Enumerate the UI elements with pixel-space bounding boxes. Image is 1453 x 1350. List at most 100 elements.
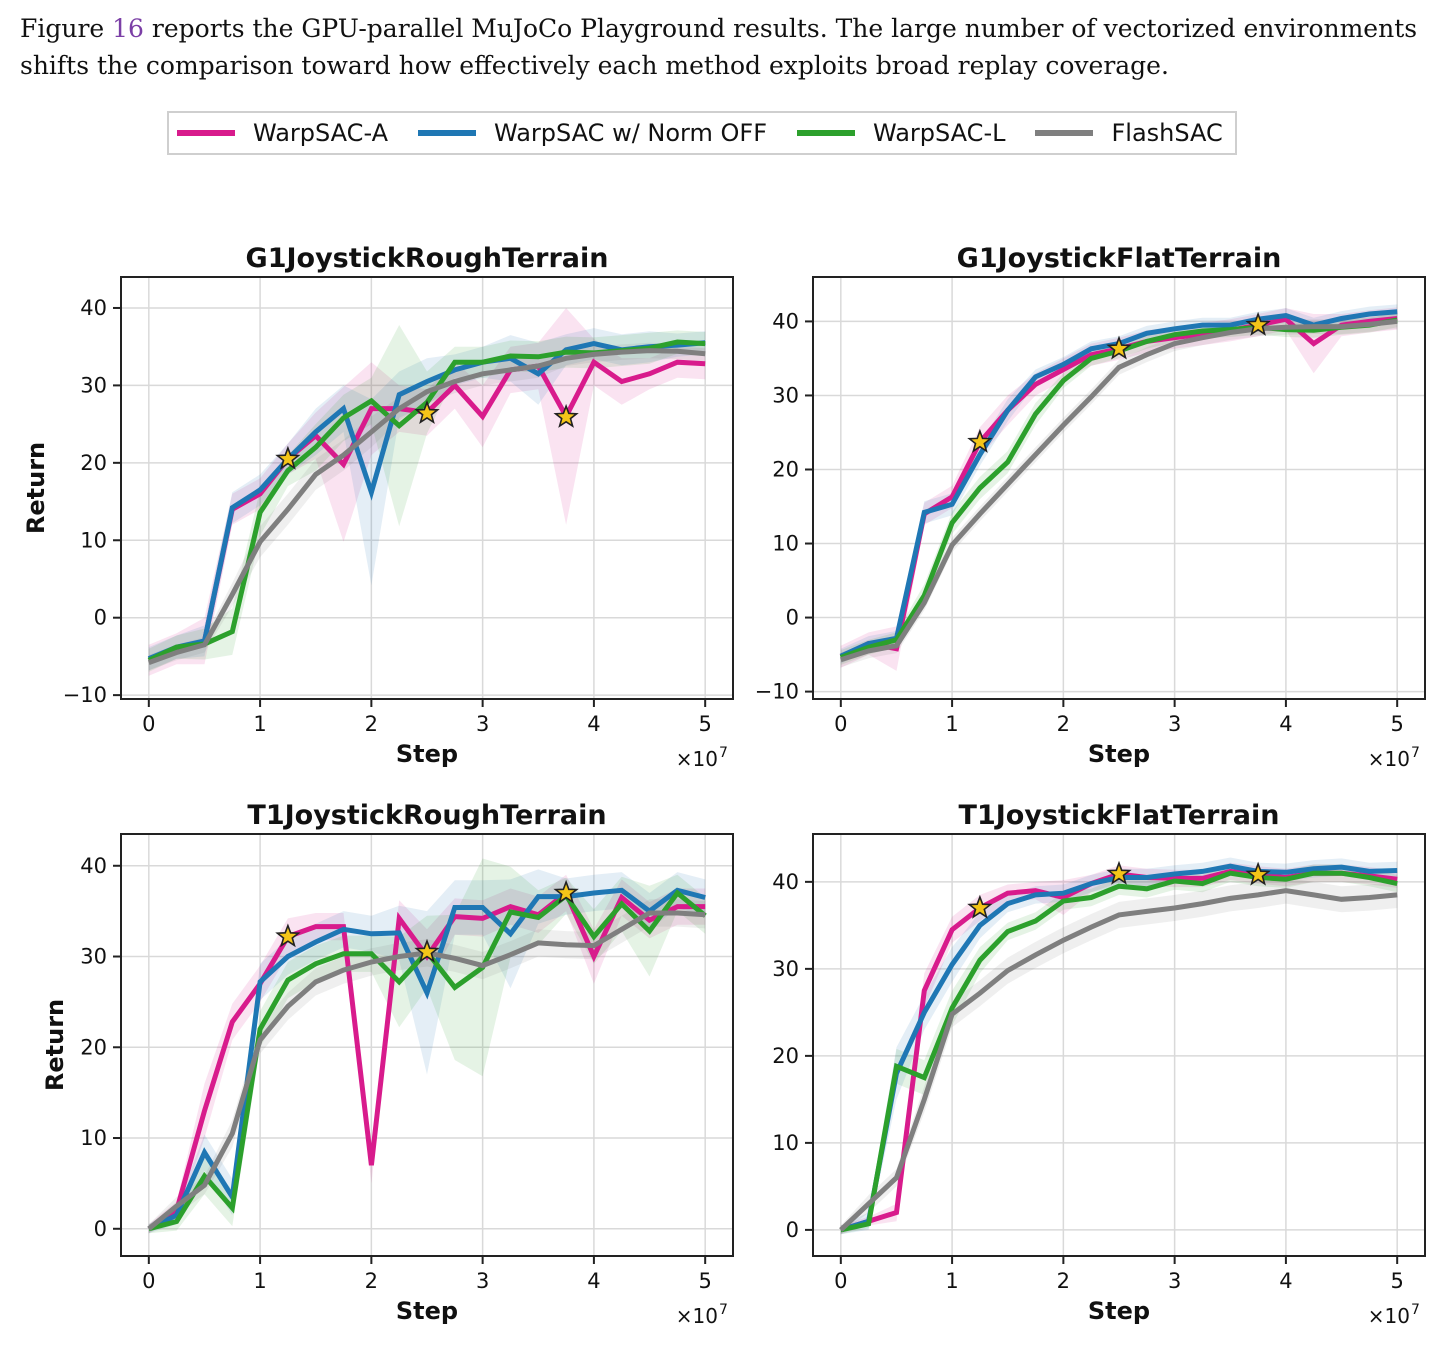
y-tick-label: 40 [80, 854, 107, 878]
chart-panel-t1joystickflatterrain: 0 1 2 3 4 5 0 10 20 30 40 T1JoystickFlatTerrain Step… [772, 800, 1426, 1328]
x-tick-label: 1 [945, 712, 958, 736]
plot-frame [120, 833, 734, 1257]
series-line-flashsac [839, 888, 1398, 1232]
star-marker [414, 399, 440, 425]
y-tick-label: 10 [80, 1126, 107, 1150]
band-warpsac-a [148, 308, 706, 676]
legend-swatch [797, 130, 855, 136]
figure-caption: Figure 16 reports the GPU-parallel MuJoC… [20, 10, 1440, 84]
star-marker [553, 879, 579, 904]
x-tick-label: 3 [1168, 1269, 1181, 1293]
y-tick-label: 10 [772, 532, 799, 556]
plot-frame [120, 276, 734, 700]
x-tick-label: 1 [253, 1269, 266, 1293]
legend-label: FlashSAC [1111, 119, 1223, 147]
y-tick-label: 30 [80, 373, 107, 397]
chart-legend: WarpSAC-A WarpSAC w/ Norm OFF WarpSAC-L … [167, 111, 1237, 155]
x-tick-label: 1 [945, 1269, 958, 1293]
chart-title: G1JoystickFlatTerrain [957, 243, 1282, 274]
y-tick-label: 30 [772, 383, 799, 407]
chart-title: T1JoystickRoughTerrain [247, 800, 606, 831]
x-axis-label: Step [396, 1297, 458, 1325]
x-axis-label: Step [1088, 1297, 1150, 1325]
x-tick-label: 1 [253, 712, 266, 736]
legend-label: WarpSAC w/ Norm OFF [494, 119, 767, 147]
band-warpsac-w-norm-off [148, 869, 706, 1234]
y-tick-label: −10 [755, 680, 799, 704]
x-tick-label: 3 [476, 712, 489, 736]
legend-item-warpsac-a: WarpSAC-A [177, 119, 388, 147]
y-tick-label: 0 [786, 606, 799, 630]
series-line-flashsac [147, 348, 706, 665]
band-flashsac [148, 899, 706, 1234]
caption-before: Figure [20, 14, 113, 43]
series-line-flashsac [840, 318, 1398, 663]
x-axis-label: Step [396, 740, 458, 768]
x-tick-label: 4 [1279, 1269, 1292, 1293]
y-tick-label: 0 [786, 1218, 799, 1242]
x-tick-label: 4 [1279, 712, 1292, 736]
caption-after: reports the GPU-parallel MuJoCo Playgrou… [20, 14, 1418, 80]
star-marker [967, 428, 993, 453]
legend-item-warpsac-norm-off: WarpSAC w/ Norm OFF [418, 119, 767, 147]
x-tick-label: 0 [142, 712, 155, 736]
y-tick-label: 10 [80, 528, 107, 552]
x-tick-label: 0 [834, 712, 847, 736]
x-axis-multiplier: ×10 [1368, 1304, 1410, 1328]
x-tick-label: 0 [834, 1269, 847, 1293]
y-tick-label: 40 [80, 296, 107, 320]
x-tick-label: 0 [142, 1269, 155, 1293]
y-tick-label: 40 [772, 870, 799, 894]
y-tick-label: 20 [80, 1035, 107, 1059]
x-tick-label: 2 [365, 712, 378, 736]
y-tick-label: 0 [94, 606, 107, 630]
x-axis-multiplier: ×10 [676, 747, 718, 771]
figure-reference-link[interactable]: 16 [112, 14, 144, 43]
plot-frame [812, 833, 1426, 1257]
y-tick-label: 40 [772, 309, 799, 333]
plot-frame [812, 276, 1426, 700]
y-tick-label: 20 [772, 1044, 799, 1068]
star-marker [553, 403, 579, 428]
x-tick-label: 5 [698, 1269, 711, 1293]
star-marker [1245, 861, 1271, 886]
star-marker [1106, 860, 1132, 885]
legend-item-flashsac: FlashSAC [1035, 119, 1223, 147]
x-tick-label: 2 [365, 1269, 378, 1293]
chart-title: G1JoystickRoughTerrain [246, 243, 609, 274]
legend-swatch [177, 130, 235, 136]
series-line-warpsac-l [840, 870, 1398, 1233]
chart-panel-t1joystickroughterrain: 0 1 2 3 4 5 0 10 20 30 40 T1JoystickRoughTerrain Ste… [41, 800, 734, 1328]
legend-label: WarpSAC-L [873, 119, 1006, 147]
chart-title: T1JoystickFlatTerrain [959, 800, 1280, 831]
chart-panel-g1joystickflatterrain: 0 1 2 3 4 5 −10 0 10 20 30 40 G1JoystickFlatTerrain S… [755, 243, 1426, 771]
x-tick-label: 4 [587, 1269, 600, 1293]
star-marker [967, 894, 993, 919]
y-tick-label: 0 [94, 1217, 107, 1241]
x-axis-multiplier-exponent: 7 [1411, 745, 1420, 761]
y-axis-label: Return [22, 442, 50, 534]
y-tick-label: 20 [772, 457, 799, 481]
x-axis-multiplier: ×10 [676, 1304, 718, 1328]
y-tick-label: 30 [80, 945, 107, 969]
legend-label: WarpSAC-A [253, 119, 388, 147]
x-axis-multiplier-exponent: 7 [1411, 1302, 1420, 1318]
x-tick-label: 5 [698, 712, 711, 736]
x-tick-label: 2 [1057, 1269, 1070, 1293]
x-tick-label: 2 [1057, 712, 1070, 736]
star-marker [1106, 335, 1132, 360]
x-axis-multiplier-exponent: 7 [719, 1302, 728, 1318]
legend-swatch [1035, 130, 1094, 136]
y-tick-label: 10 [772, 1131, 799, 1155]
x-tick-label: 3 [1168, 712, 1181, 736]
y-axis-label: Return [41, 999, 69, 1091]
star-marker [275, 923, 301, 948]
chart-panel-g1joystickroughterrain: 0 1 2 3 4 5 −10 0 10 20 30 40 G1JoystickRoughTerrain… [22, 243, 734, 771]
x-tick-label: 5 [1390, 712, 1403, 736]
y-tick-label: 30 [772, 957, 799, 981]
series-line-warpsac-w-norm-off [147, 340, 706, 662]
x-axis-multiplier: ×10 [1368, 747, 1410, 771]
x-tick-label: 3 [476, 1269, 489, 1293]
x-tick-label: 4 [587, 712, 600, 736]
